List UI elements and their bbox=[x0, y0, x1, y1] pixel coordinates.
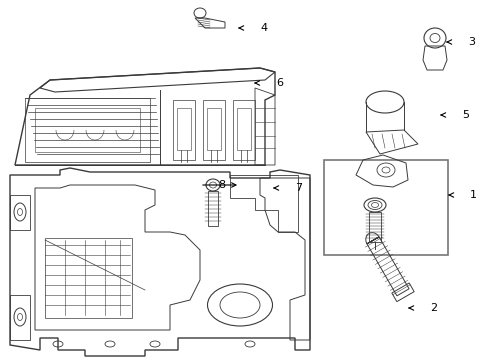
Text: 3: 3 bbox=[468, 37, 475, 47]
Text: 4: 4 bbox=[260, 23, 267, 33]
Text: 7: 7 bbox=[295, 183, 302, 193]
Bar bbox=[45, 238, 132, 318]
Text: 5: 5 bbox=[462, 110, 469, 120]
Text: 6: 6 bbox=[276, 78, 283, 88]
Bar bbox=[324, 160, 448, 255]
Text: 2: 2 bbox=[430, 303, 437, 313]
Text: 8: 8 bbox=[218, 180, 225, 190]
Bar bbox=[208, 191, 218, 226]
Text: 1: 1 bbox=[470, 190, 477, 200]
Bar bbox=[369, 212, 381, 242]
